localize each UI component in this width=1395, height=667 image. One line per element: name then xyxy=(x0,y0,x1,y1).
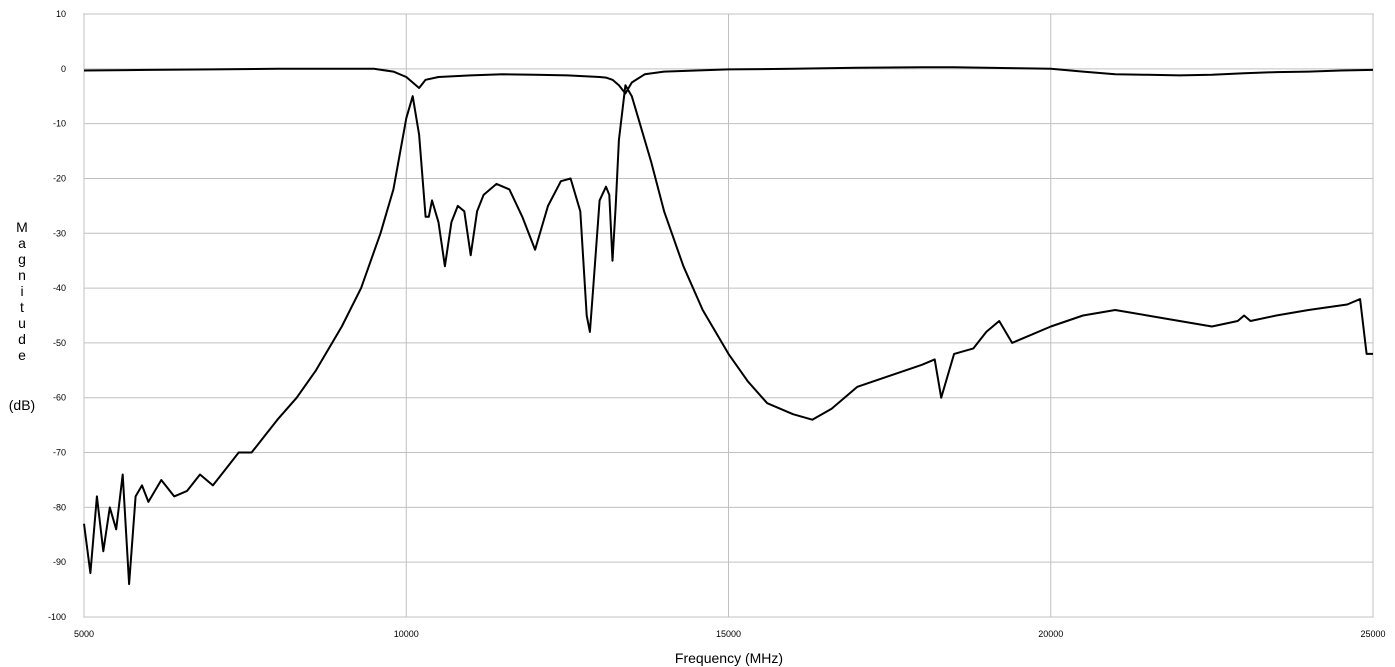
y-axis-label-letter: t xyxy=(20,299,24,315)
y-tick-label: 10 xyxy=(56,9,66,19)
y-tick-label: -100 xyxy=(48,612,66,622)
x-axis-label: Frequency (MHz) xyxy=(674,650,784,666)
y-axis-label-letter: M xyxy=(16,219,28,235)
y-tick-label: -70 xyxy=(53,448,66,458)
y-axis-label-letter: n xyxy=(18,267,26,283)
x-tick-label: 10000 xyxy=(394,629,419,639)
y-tick-label: -60 xyxy=(53,393,66,403)
series-lines xyxy=(83,66,1374,586)
x-tick-label: 20000 xyxy=(1038,629,1063,639)
x-tick-label: 25000 xyxy=(1360,629,1385,639)
series-line-2 xyxy=(83,84,1373,586)
x-tick-labels: 5000 10000 15000 20000 25000 xyxy=(74,629,1386,639)
y-tick-label: 0 xyxy=(61,64,66,74)
x-tick-label: 15000 xyxy=(716,629,741,639)
y-tick-label: -40 xyxy=(53,283,66,293)
y-tick-label: -30 xyxy=(53,228,66,238)
series-line-1 xyxy=(83,66,1374,95)
y-axis-unit: (dB) xyxy=(8,397,36,413)
y-axis-label-letter: g xyxy=(18,251,26,267)
y-axis-label-letter: a xyxy=(18,235,26,251)
y-tick-labels: 10 0 -10 -20 -30 -40 -50 -60 -70 -80 -90 -100 xyxy=(48,9,66,622)
x-tick-label: 5000 xyxy=(74,629,94,639)
y-tick-label: -80 xyxy=(53,502,66,512)
y-tick-label: -50 xyxy=(53,338,66,348)
y-tick-label: -90 xyxy=(53,557,66,567)
y-axis-label-letter: d xyxy=(18,331,26,347)
y-axis-label-letter: i xyxy=(20,283,24,299)
y-tick-label: -10 xyxy=(53,119,66,129)
y-axis-label-letter: e xyxy=(18,347,26,363)
y-axis-label-letter: u xyxy=(18,315,26,331)
y-tick-label: -20 xyxy=(53,173,66,183)
